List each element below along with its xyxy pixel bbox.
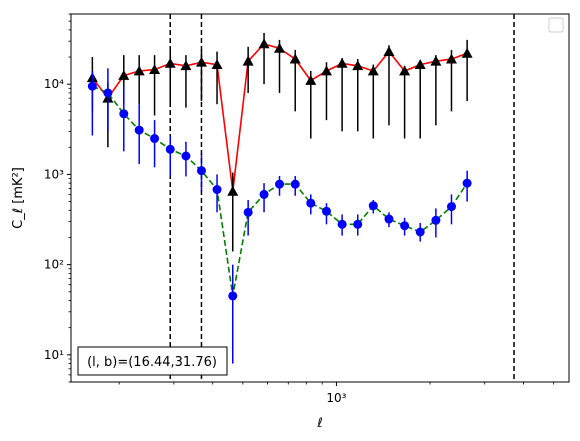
series-1-point: [321, 206, 331, 216]
series-1-point: [290, 179, 300, 189]
series-1-point: [228, 291, 238, 301]
y-axis-label: C_ℓ [mK²]: [11, 167, 26, 229]
series-1-point: [103, 88, 113, 98]
y-tick-label: 10³: [44, 167, 64, 181]
x-axis-label: ℓ: [316, 416, 322, 431]
plot-frame: [70, 13, 570, 383]
series-0-point: [399, 65, 411, 76]
series-1-point: [384, 214, 394, 224]
series-0-point: [180, 60, 192, 71]
plot-layer: [86, 14, 515, 382]
series-1-point: [259, 189, 269, 199]
series-0-point: [352, 60, 364, 71]
series-1-point: [431, 215, 441, 225]
series-0-point: [367, 65, 379, 76]
x-tick-label: 10³: [326, 391, 346, 405]
series-0-point: [430, 55, 442, 66]
axis-layer: 10¹ 10² 10³ 10⁴ 10³: [44, 13, 555, 405]
series-1-point: [181, 151, 191, 161]
series-0-point: [211, 59, 223, 69]
series-1-point: [353, 219, 363, 229]
series-1-point: [306, 198, 316, 208]
series-1-point: [462, 178, 472, 188]
series-0-point: [149, 64, 161, 75]
annotation-frame: [77, 346, 228, 376]
series-0-point: [227, 185, 239, 196]
series-0-point: [383, 46, 395, 56]
series-1-point: [196, 166, 206, 176]
series-1-point: [337, 219, 347, 229]
series-0-point: [320, 65, 332, 76]
series-0-point: [195, 56, 207, 67]
y-tick-label: 10⁴: [44, 77, 64, 91]
series-1-point: [87, 81, 97, 91]
series-0-point: [133, 65, 145, 76]
y-tick-label: 10²: [44, 258, 64, 272]
annotation-text: (l, b)=(16.44,31.76): [87, 355, 217, 370]
series-0-point: [305, 74, 317, 85]
annotation-box: (l, b)=(16.44,31.76): [77, 346, 228, 376]
series-0-point: [242, 55, 254, 66]
series-0-point: [164, 57, 176, 68]
series-1-point: [134, 125, 144, 135]
series-0-point: [445, 53, 457, 64]
series-1-point: [165, 144, 175, 154]
series-1-point: [415, 227, 425, 237]
series-1-point: [150, 134, 160, 144]
series-1-point: [119, 109, 129, 119]
series-1-point: [275, 179, 285, 189]
legend-box: [548, 17, 564, 33]
series-0-point: [258, 38, 270, 49]
series-1-point: [212, 185, 222, 195]
series-1-point: [400, 221, 410, 231]
series-0-point: [461, 47, 473, 58]
series-0-point: [274, 42, 286, 53]
series-0-point: [118, 69, 130, 80]
series-0-point: [414, 59, 426, 69]
series-0-point: [336, 57, 348, 68]
series-1-point: [446, 202, 456, 212]
series-1-point: [243, 207, 253, 217]
series-0-point: [289, 53, 301, 64]
y-tick-label: 10¹: [44, 348, 64, 362]
series-1-point: [368, 201, 378, 211]
